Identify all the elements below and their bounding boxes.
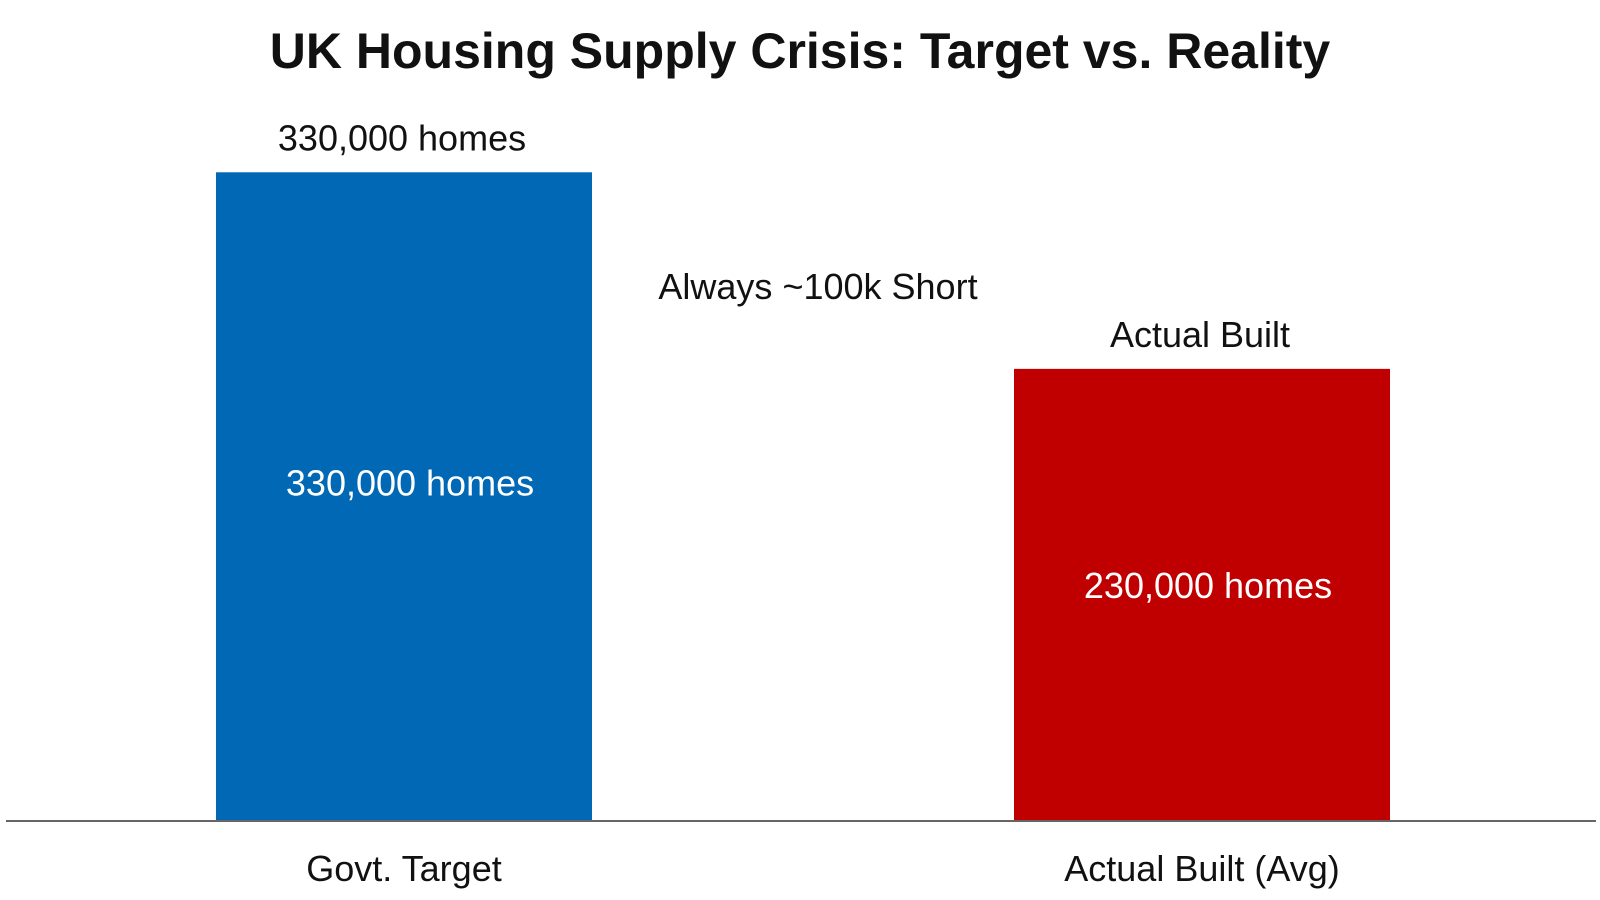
chart-title: UK Housing Supply Crisis: Target vs. Rea… bbox=[270, 23, 1331, 79]
bar-actual-built bbox=[1014, 368, 1390, 821]
gap-annotation: Always ~100k Short bbox=[658, 266, 977, 307]
bar-govt-target bbox=[216, 172, 592, 821]
x-tick-label-actual-built: Actual Built (Avg) bbox=[1064, 848, 1339, 889]
bar-value-label-govt-target: 330,000 homes bbox=[286, 463, 534, 504]
bar-top-label-actual-built: Actual Built bbox=[1110, 314, 1290, 355]
x-tick-label-govt-target: Govt. Target bbox=[306, 848, 501, 889]
bar-value-label-actual-built: 230,000 homes bbox=[1084, 565, 1332, 606]
bar-top-label-govt-target: 330,000 homes bbox=[278, 117, 526, 158]
